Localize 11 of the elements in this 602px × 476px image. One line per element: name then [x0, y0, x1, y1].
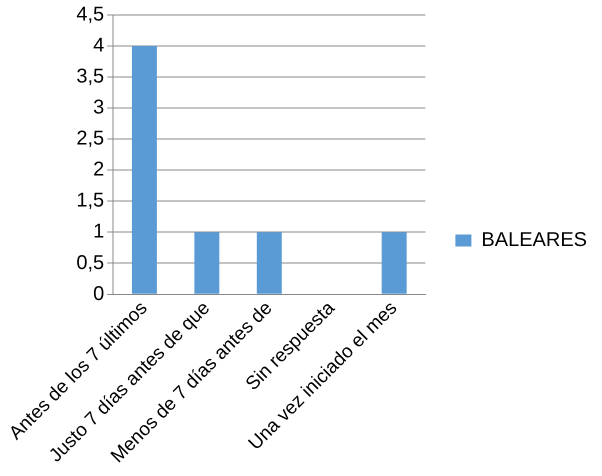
y-tick-label: 2,5: [76, 128, 104, 150]
y-tick-label: 0: [93, 282, 104, 305]
y-tick-label: 1: [93, 220, 104, 243]
y-tick-label: 3: [93, 96, 104, 119]
y-tick-label: 0,5: [76, 252, 104, 274]
y-tick-label: 1,5: [76, 190, 104, 212]
y-tick-label: 4: [93, 34, 104, 57]
legend-label: BALEARES: [481, 229, 588, 252]
y-tick-label: 2: [93, 158, 104, 181]
y-tick-label: 4,5: [76, 4, 104, 26]
y-tick-label: 3,5: [76, 66, 104, 88]
